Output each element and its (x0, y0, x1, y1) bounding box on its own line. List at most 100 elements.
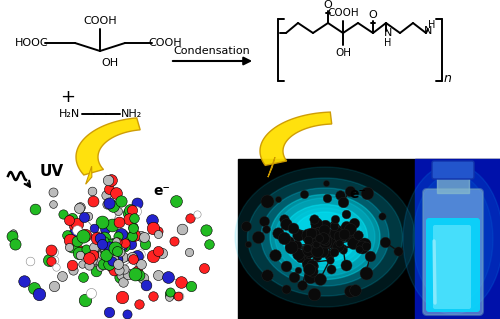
Point (285, 239, 293, 244)
Point (100, 233, 108, 238)
Point (351, 287, 359, 292)
Point (124, 272, 132, 277)
Point (128, 233, 136, 238)
Point (326, 239, 334, 244)
Point (69, 268, 77, 273)
Point (34, 291, 42, 296)
Point (112, 247, 120, 252)
Point (138, 234, 145, 239)
Point (350, 238, 358, 243)
Point (20, 278, 28, 283)
Point (142, 282, 150, 287)
Point (114, 234, 122, 239)
Point (114, 261, 122, 266)
Point (394, 249, 402, 254)
Point (133, 256, 141, 262)
Point (134, 253, 141, 258)
Point (148, 254, 156, 259)
Point (288, 244, 296, 249)
Point (90, 199, 98, 204)
Point (282, 286, 290, 291)
Point (314, 228, 322, 233)
Text: O: O (368, 10, 378, 20)
Point (310, 292, 318, 297)
Text: e⁻: e⁻ (154, 184, 170, 198)
Point (90, 226, 98, 231)
Point (294, 233, 302, 238)
Point (343, 231, 351, 236)
Point (92, 245, 100, 250)
Point (172, 198, 180, 204)
Point (108, 244, 116, 249)
Point (308, 263, 316, 268)
Point (304, 262, 312, 267)
Point (115, 241, 123, 246)
Point (164, 274, 172, 279)
Point (127, 241, 135, 246)
Text: COOH: COOH (148, 38, 182, 48)
Point (129, 226, 137, 231)
FancyBboxPatch shape (423, 189, 483, 315)
Point (338, 199, 346, 204)
Text: n: n (444, 72, 452, 85)
Point (62, 233, 70, 238)
Point (108, 223, 116, 228)
Point (76, 252, 84, 257)
Point (76, 204, 84, 209)
Point (304, 266, 312, 271)
Point (112, 190, 120, 195)
Point (296, 256, 304, 261)
FancyBboxPatch shape (426, 218, 480, 312)
Point (354, 247, 362, 252)
Point (331, 217, 339, 222)
Point (362, 243, 370, 248)
Point (336, 192, 344, 197)
Point (106, 245, 114, 250)
Polygon shape (260, 112, 332, 165)
Bar (238, 159, 500, 319)
Point (154, 249, 162, 254)
Point (116, 267, 124, 272)
Point (106, 245, 114, 250)
Point (335, 234, 343, 239)
Point (320, 235, 328, 241)
Point (378, 214, 386, 219)
Point (123, 311, 131, 316)
Point (119, 254, 127, 259)
Point (262, 226, 270, 232)
Point (48, 248, 56, 253)
Point (118, 248, 126, 253)
Point (205, 241, 213, 247)
Point (324, 229, 332, 234)
Point (326, 258, 334, 263)
Point (308, 268, 316, 273)
Point (271, 252, 279, 257)
Text: H: H (428, 20, 436, 30)
Point (119, 279, 127, 285)
Point (324, 196, 332, 201)
Point (102, 253, 110, 258)
Point (362, 191, 370, 196)
Point (108, 259, 116, 264)
Point (105, 247, 113, 252)
Point (88, 188, 96, 193)
Point (81, 232, 89, 237)
Point (98, 252, 106, 257)
Point (80, 274, 88, 279)
Point (334, 243, 342, 249)
Point (330, 249, 338, 254)
Point (358, 244, 366, 249)
Point (116, 220, 124, 225)
Point (339, 226, 347, 232)
Point (129, 225, 137, 230)
Point (128, 255, 136, 260)
Point (304, 232, 312, 237)
Point (350, 220, 358, 226)
Point (298, 283, 306, 288)
Point (304, 247, 312, 252)
Point (332, 241, 340, 246)
Point (105, 187, 113, 192)
Point (274, 197, 282, 202)
Point (81, 298, 89, 303)
Point (120, 244, 128, 249)
